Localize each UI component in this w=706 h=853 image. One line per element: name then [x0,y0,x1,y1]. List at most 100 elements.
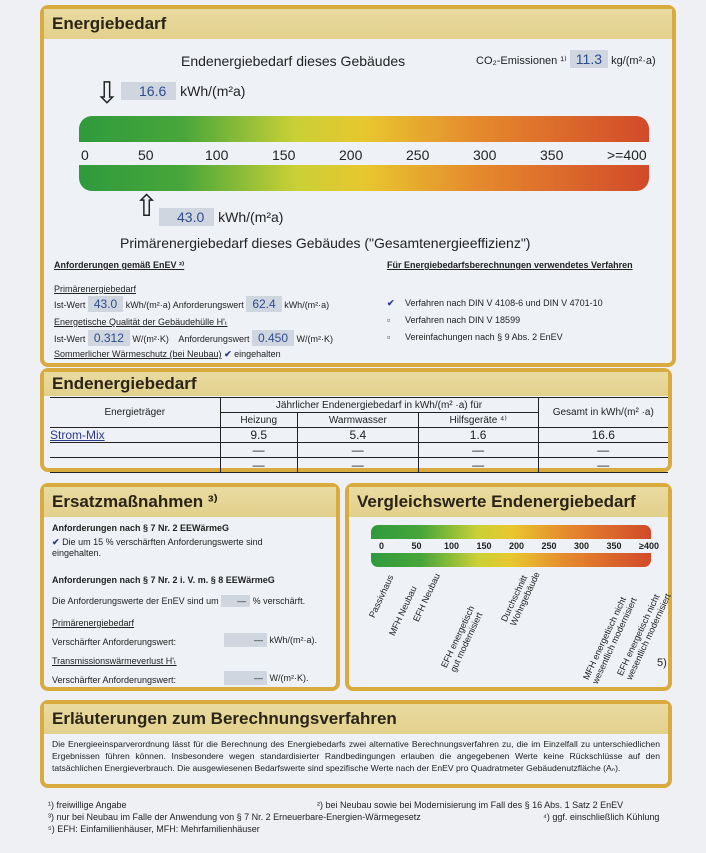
energietraeger-cell [50,457,221,473]
vergleich-label: Durchschnitt Wohngebäude [499,570,542,628]
vergleich-label: Passivhaus [367,573,396,620]
vergleich-bar-bottom [371,553,651,567]
scale-tick-label: ≥400 [639,541,659,551]
value-cell: — [537,457,668,473]
prim-value-row: 43.0 kWh/(m²a) [159,208,283,226]
vergleich-labels: Passivhaus MFH Neubau EFH Neubau EFH energe… [349,487,673,687]
scale-tick-label: 200 [339,147,363,163]
ist-prim-value: 43.0 [87,296,124,312]
col-group: Jährlicher Endenergiebedarf in kWh/(m² ·… [219,397,539,413]
value: — [224,671,267,685]
table-row: — — — — [50,457,668,473]
scale-tick-label: 350 [606,541,622,551]
value-cell: — [219,457,298,473]
co2-unit: kg/(m²·a) [611,55,656,67]
anf-h-value: 0.450 [251,330,294,346]
checkmark-icon: ✔ [224,349,232,359]
scale-tick-label: 150 [272,147,296,163]
value: — [224,633,267,647]
checkmark-icon: ✔ [387,298,395,308]
scale-labels: 0 50 100 150 200 250 300 350 >=400 [79,147,649,163]
table-row: Strom-Mix 9.5 5.4 1.6 16.6 [50,427,668,443]
value-cell: — [537,442,668,458]
col-warmwasser: Warmwasser [296,412,419,428]
verfahren-item: ▫ Vereinfachungen nach § 9 Abs. 2 EnEV [387,329,603,346]
ist-label: Ist-Wert [54,334,86,344]
verfahren-label: Verfahren nach DIN V 18599 [405,315,521,325]
unit: kWh/(m²·a) [125,300,171,310]
col-total: Gesamt in kWh/(m² ·a) [537,397,668,428]
prim-heading: Primärenergiebedarf [54,284,137,294]
arrow-down-icon: ⇩ [94,77,120,110]
verfahren-label: Verfahren nach DIN V 4108-6 und DIN V 47… [405,298,603,308]
endenergie-table: Energieträger Jährlicher Endenergiebedar… [50,397,668,473]
verfahren-title: Für Energiebedarfsberechnungen verwendet… [387,260,633,270]
erlaeuterung-title: Erläuterungen zum Berechnungsverfahren [44,704,668,734]
ersatz-prim: Primärenergiebedarf [52,618,135,628]
value-cell: — [296,457,419,473]
anforderungen-title: Anforderungen gemäß EnEV ²⁾ [54,260,185,270]
energiebedarf-title: Energiebedarf [44,9,672,39]
vergleich-label: EFH energetisch gut modernisiert [439,604,485,674]
ersatz-check-text: Die um 15 % verschärften Anforderungswer… [52,537,263,558]
scale-bar-bottom [79,165,649,191]
ersatz-trans: Transmissionswärmeverlust H'ₜ [52,656,177,666]
energiebedarf-panel: Energiebedarf Endenergiebedarf dieses Ge… [40,5,676,367]
footnote-3: ³) nur bei Neubau im Falle der Anwendung… [48,812,421,822]
arrow-up-icon: ⇧ [134,190,160,223]
ersatz-check-row: ✔ Die um 15 % verschärften Anforderungsw… [52,537,292,558]
anf-label: Anforderungswert [178,334,250,344]
prim-row: Ist-Wert 43.0 kWh/(m²·a) Anforderungswer… [54,296,330,312]
vergleich-label: EFH Neubau [411,571,443,624]
scale-tick-label: 0 [379,541,385,551]
unit: W/(m²·K) [296,334,333,344]
versch-label: Verschärfter Anforderungswert: [52,675,177,685]
footnote-5: ⁵) EFH: Einfamilienhäuser, MFH: Mehrfami… [48,824,260,834]
ersatz-h2: Anforderungen nach § 7 Nr. 2 i. V. m. § … [52,575,275,585]
unit: W/(m²·K). [269,673,309,683]
checkmark-icon: ✔ [52,537,60,547]
endtable-title: Endenergiebedarf [44,372,668,396]
value-cell: 9.5 [219,427,298,443]
unit: % verschärft. [252,596,306,606]
end-value: 16.6 [121,82,177,100]
verfahren-item: ✔ Verfahren nach DIN V 4108-6 und DIN V 4… [387,295,603,312]
scale-tick-label: 300 [473,147,497,163]
ist-h-value: 0.312 [87,330,130,346]
huelle-heading: Energetische Qualität der Gebäudehülle H… [54,317,228,327]
end-value-row: 16.6 kWh/(m²a) [121,82,245,100]
verfahren-label: Vereinfachungen nach § 9 Abs. 2 EnEV [405,332,563,342]
footnote-4: ⁴) ggf. einschließlich Kühlung [543,812,660,822]
value-cell: 1.6 [417,427,539,443]
co2-value: 11.3 [569,50,608,68]
checkbox-icon: ▫ [387,315,391,325]
footnote-ref: 5) [657,657,667,669]
value: — [221,595,251,607]
verfahren-item: ▫ Verfahren nach DIN V 18599 [387,312,603,329]
scale-tick-label: 350 [540,147,564,163]
ersatz-panel: Ersatzmaßnahmen ³⁾ Anforderungen nach § … [40,483,340,691]
end-label: Endenergiebedarf dieses Gebäudes [181,53,406,69]
verfahren-list: ✔ Verfahren nach DIN V 4108-6 und DIN V 4… [387,295,603,346]
energietraeger-cell [50,442,221,458]
co2-row: CO₂-Emissionen ¹⁾ 11.3 kg/(m²·a) [476,50,656,68]
vergleich-panel: Vergleichswerte Endenergiebedarf 0 50 100 1… [345,483,673,691]
endenergie-table-panel: Endenergiebedarf Energieträger Jährliche… [40,368,672,473]
scale-tick-label: 200 [509,541,525,551]
value-cell: — [219,442,298,458]
anf-label: Anforderungswert [172,300,244,310]
label: Die Anforderungswerte der EnEV sind um [52,596,219,606]
scale-tick-label: >=400 [607,147,647,163]
scale-tick-label: 150 [476,541,492,551]
scale-tick-label: 250 [541,541,557,551]
vergleich-bar-top [371,525,651,539]
value-cell: — [417,442,539,458]
versch-value-1: — kWh/(m²·a). [224,633,317,647]
col-hilfsgeraete: Hilfsgeräte ⁴⁾ [417,412,539,428]
ersatz-h1: Anforderungen nach § 7 Nr. 2 EEWärmeG [52,523,230,533]
versch-value-2: — W/(m²·K). [224,671,309,685]
co2-label: CO₂-Emissionen ¹⁾ [476,55,567,67]
unit: kWh/(m²·a) [284,300,330,310]
value-cell: 16.6 [537,427,668,443]
ersatz-title: Ersatzmaßnahmen ³⁾ [44,487,336,517]
